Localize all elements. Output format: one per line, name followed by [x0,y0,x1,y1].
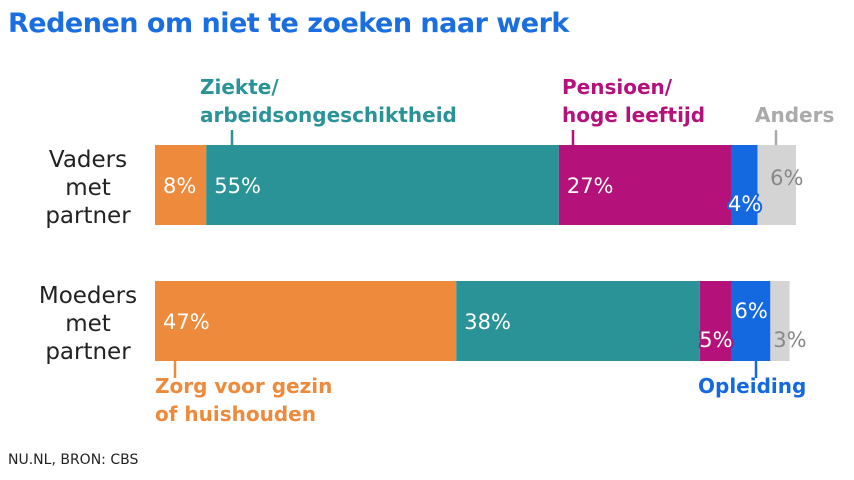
data-label: 8% [163,174,196,198]
legend-label: Zorg voor gezin of huishouden [155,374,332,426]
legend-label: Anders [755,103,834,127]
chart-title: Redenen om niet te zoeken naar werk [8,8,569,39]
bar-segment [155,145,207,225]
bar-segment [731,281,771,361]
bar-segment [770,281,790,361]
bar-segment [699,281,732,361]
data-label: 47% [163,310,210,334]
category-label: partner [45,203,131,229]
category-label: Moeders [39,283,137,309]
category-label: Vaders [49,147,127,173]
legend-label: Pensioen/hoge leeftijd [562,75,705,127]
data-label: 5% [699,328,732,352]
data-label: 55% [214,174,261,198]
data-label: 4% [728,192,761,216]
bar-segment [558,145,732,225]
bar-segment [757,145,796,225]
bar-segment [731,145,758,225]
category-label: met [65,175,111,201]
data-label: 6% [770,166,803,190]
source-note: NU.NL, BRON: CBS [8,452,139,468]
legend-label: Opleiding [698,374,806,398]
data-label: 38% [464,310,511,334]
data-label: 6% [734,299,767,323]
data-label: 3% [773,328,806,352]
bar-segment [206,145,559,225]
category-label: partner [45,339,131,365]
category-label: met [65,311,111,337]
bar-segment [155,281,457,361]
bar-segment [456,281,700,361]
legend-label: Ziekte/arbeidsongeschiktheid [200,75,457,127]
data-label: 27% [567,174,614,198]
